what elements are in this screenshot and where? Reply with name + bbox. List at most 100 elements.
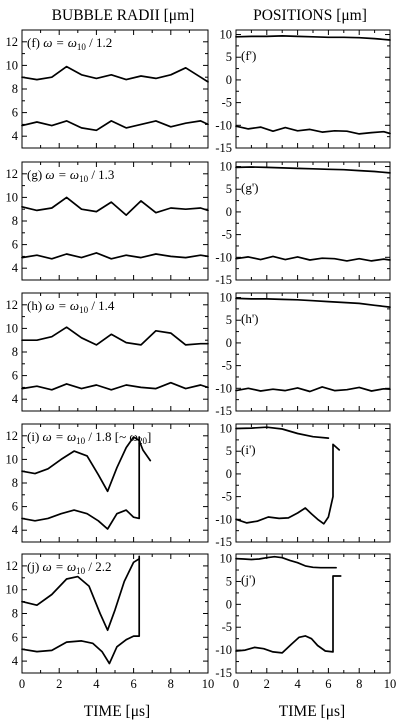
y-tick-label: 6 (12, 500, 18, 514)
y-tick-label: 10 (6, 583, 19, 597)
series-line-2 (21, 381, 209, 391)
y-tick-label: -10 (215, 118, 232, 132)
panel-j: 4 6 8 10 12 0 2 4 6 8 10 (j) ω = ω10 / 2.2 (6, 553, 215, 691)
y-tick-label: -15 (215, 404, 232, 418)
y-tick-label: 10 (6, 452, 19, 466)
y-tick-label: -5 (222, 620, 232, 634)
y-tick-label: 10 (220, 160, 233, 174)
y-tick-label: 5 (226, 574, 232, 588)
y-tick-label: 12 (6, 559, 19, 573)
panel-h-prime: -15 -10 -5 0 5 10 (h') (215, 291, 391, 418)
y-tick-label: 5 (226, 444, 232, 458)
y-tick-label: -5 (222, 490, 232, 504)
series-line-1 (21, 436, 152, 493)
y-tick-label: 0 (226, 467, 232, 481)
panel-j-prime: -15 -10 -5 0 5 10 0 2 4 6 8 10 (j') (215, 552, 396, 691)
y-tick-label: 0 (226, 205, 232, 219)
series-line-1 (235, 35, 391, 41)
panel-label: (f') (241, 48, 256, 63)
series-line-1 (235, 555, 337, 569)
panel-label: (g) ω = ω10 / 1.3 (27, 167, 114, 184)
panel-g: 4 6 8 10 12 (g) ω = ω10 / 1.3 (6, 161, 209, 281)
panel-g-prime: -15 -10 -5 0 5 10 (g') (215, 160, 391, 287)
y-tick-label: 10 (6, 321, 19, 335)
panel-frame (235, 161, 391, 281)
y-tick-label: 10 (220, 552, 233, 566)
y-tick-label: 4 (12, 392, 19, 406)
y-tick-label: -15 (215, 666, 232, 680)
panel-frame (235, 292, 391, 412)
series-line-1 (21, 65, 209, 83)
panel-frame (235, 553, 391, 674)
y-tick-label: 4 (12, 261, 19, 275)
y-tick-label: 4 (12, 654, 19, 668)
series-line-2 (235, 443, 341, 525)
y-tick-label: 12 (6, 429, 19, 443)
x-tick-label: 10 (384, 677, 397, 691)
panel-label: (j') (241, 572, 256, 587)
series-line-2 (235, 575, 342, 654)
panel-i: 4 6 8 10 12 (i) ω = ω10 / 1.8 [~ ω20] (6, 423, 209, 543)
series-line-2 (235, 386, 391, 393)
panel-label: (h') (241, 311, 259, 326)
panel-label: (f) ω = ω10 / 1.2 (27, 35, 112, 52)
y-tick-label: -15 (215, 535, 232, 549)
y-tick-label: 12 (6, 298, 19, 312)
x-tick-label: 4 (294, 677, 301, 691)
y-tick-label: 8 (12, 214, 18, 228)
series-line-1 (21, 196, 209, 216)
y-tick-label: 8 (12, 345, 18, 359)
y-tick-label: 0 (226, 73, 232, 87)
right-column-title: POSITIONS [μm] (253, 7, 367, 24)
x-tick-label: 6 (130, 677, 136, 691)
x-tick-label: 8 (356, 677, 362, 691)
y-tick-label: 0 (226, 336, 232, 350)
y-tick-label: 10 (6, 190, 19, 204)
panel-label: (g') (241, 180, 259, 195)
series-line-2 (21, 252, 209, 260)
x-tick-label: 0 (233, 677, 239, 691)
y-tick-label: 10 (220, 291, 233, 305)
y-tick-label: -15 (215, 273, 232, 287)
y-tick-label: 10 (220, 28, 233, 42)
x-tick-label: 2 (56, 677, 62, 691)
y-tick-label: 5 (226, 313, 232, 327)
y-tick-label: -10 (215, 643, 232, 657)
y-tick-label: -10 (215, 381, 232, 395)
x-tick-label: 10 (202, 677, 215, 691)
panel-i-prime: -15 -10 -5 0 5 10 (i') (215, 422, 391, 549)
y-tick-label: 5 (226, 182, 232, 196)
x-tick-label: 4 (93, 677, 100, 691)
y-tick-label: 4 (12, 523, 19, 537)
y-tick-label: -5 (222, 228, 232, 242)
x-tick-label: 2 (264, 677, 270, 691)
panel-label: (h) ω = ω10 / 1.4 (27, 298, 115, 315)
y-tick-label: 8 (12, 82, 18, 96)
panel-h: 4 6 8 10 12 (h) ω = ω10 / 1.4 (6, 292, 209, 412)
y-tick-label: 4 (12, 129, 19, 143)
y-tick-label: 10 (220, 422, 233, 436)
series-line-1 (21, 326, 209, 346)
series-line-2 (21, 555, 141, 665)
y-tick-label: -10 (215, 250, 232, 264)
y-tick-label: 12 (6, 167, 19, 181)
y-tick-label: -10 (215, 512, 232, 526)
y-tick-label: 6 (12, 369, 18, 383)
left-x-axis-label: TIME [μs] (84, 703, 150, 720)
y-tick-label: 6 (12, 238, 18, 252)
y-tick-label: 10 (6, 58, 19, 72)
panel-label: (j) ω = ω10 / 2.2 (27, 559, 112, 576)
series-line-2 (235, 255, 391, 262)
panel-label: (i') (241, 442, 256, 457)
panel-f-prime: -15 -10 -5 0 5 10 (f') (215, 28, 391, 155)
y-tick-label: 6 (12, 106, 18, 120)
x-tick-label: 6 (325, 677, 331, 691)
x-tick-label: 0 (19, 677, 25, 691)
y-tick-label: 8 (12, 607, 18, 621)
left-column-title: BUBBLE RADII [μm] (52, 7, 195, 24)
series-line-1 (21, 557, 141, 632)
series-line-1 (235, 166, 391, 174)
y-tick-label: 12 (6, 35, 19, 49)
panel-frame (235, 423, 391, 543)
